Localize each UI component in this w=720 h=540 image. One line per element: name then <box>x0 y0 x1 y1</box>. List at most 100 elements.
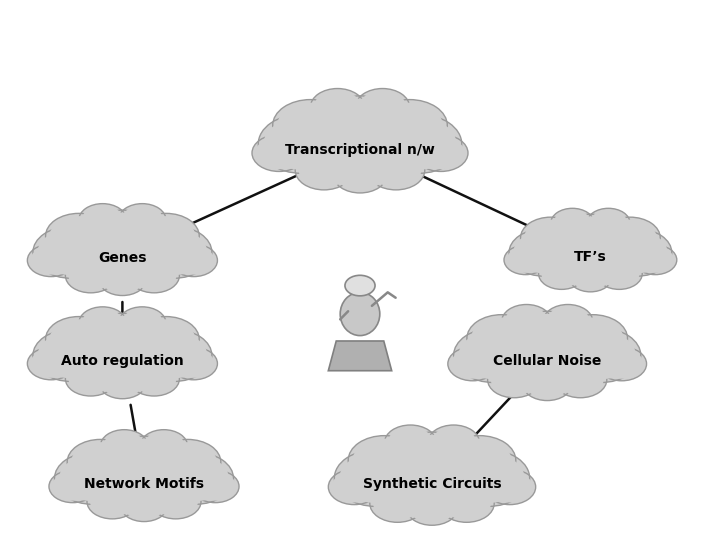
Circle shape <box>99 263 146 295</box>
Circle shape <box>122 490 166 520</box>
Circle shape <box>599 348 644 380</box>
Circle shape <box>52 472 94 501</box>
Circle shape <box>170 244 217 276</box>
Circle shape <box>487 362 541 398</box>
Circle shape <box>588 210 629 237</box>
Circle shape <box>541 259 582 288</box>
Circle shape <box>505 246 546 273</box>
Circle shape <box>450 348 495 380</box>
Circle shape <box>114 436 174 477</box>
Circle shape <box>418 137 465 169</box>
Circle shape <box>336 158 384 191</box>
Circle shape <box>330 99 390 140</box>
Circle shape <box>27 244 75 276</box>
Circle shape <box>129 258 179 293</box>
Circle shape <box>541 260 582 287</box>
Circle shape <box>603 220 657 256</box>
Circle shape <box>101 430 148 462</box>
Circle shape <box>600 349 644 379</box>
Circle shape <box>45 213 112 259</box>
Circle shape <box>117 438 171 475</box>
Circle shape <box>451 453 525 503</box>
Circle shape <box>408 491 456 524</box>
Circle shape <box>454 328 533 382</box>
Circle shape <box>598 259 640 288</box>
Circle shape <box>131 260 177 292</box>
Circle shape <box>96 213 149 249</box>
Circle shape <box>602 219 658 257</box>
Circle shape <box>103 431 145 460</box>
Circle shape <box>68 260 113 291</box>
Circle shape <box>634 245 677 275</box>
Circle shape <box>98 450 190 512</box>
Circle shape <box>299 153 349 187</box>
Text: TF’s: TF’s <box>574 251 607 265</box>
Circle shape <box>297 152 351 188</box>
Circle shape <box>416 136 466 170</box>
Circle shape <box>153 487 198 517</box>
Circle shape <box>81 206 124 234</box>
Circle shape <box>569 262 612 292</box>
Circle shape <box>448 347 498 381</box>
Circle shape <box>37 230 104 275</box>
Circle shape <box>95 315 150 353</box>
Circle shape <box>526 369 569 399</box>
Circle shape <box>338 452 414 504</box>
Circle shape <box>373 487 422 520</box>
Circle shape <box>431 427 477 458</box>
Circle shape <box>386 450 478 512</box>
Circle shape <box>104 454 184 509</box>
Circle shape <box>545 306 590 337</box>
Circle shape <box>567 217 614 249</box>
Circle shape <box>68 363 114 395</box>
Circle shape <box>524 220 577 256</box>
Circle shape <box>520 314 575 352</box>
Circle shape <box>523 367 572 401</box>
Circle shape <box>80 226 165 284</box>
Circle shape <box>403 435 461 474</box>
Circle shape <box>359 91 406 123</box>
Circle shape <box>312 90 362 124</box>
Circle shape <box>92 210 153 251</box>
Circle shape <box>565 215 616 250</box>
Circle shape <box>55 453 130 504</box>
Circle shape <box>81 205 125 235</box>
Circle shape <box>79 204 127 236</box>
Circle shape <box>30 349 73 379</box>
Circle shape <box>600 217 660 259</box>
Circle shape <box>36 332 106 379</box>
Circle shape <box>570 264 611 291</box>
Circle shape <box>328 98 392 141</box>
Circle shape <box>382 447 482 515</box>
Circle shape <box>603 229 672 276</box>
Circle shape <box>71 442 130 482</box>
Circle shape <box>58 455 127 502</box>
Polygon shape <box>328 341 392 371</box>
Circle shape <box>89 485 135 517</box>
Circle shape <box>50 216 108 256</box>
Circle shape <box>123 491 165 519</box>
Circle shape <box>118 204 166 236</box>
Circle shape <box>194 472 236 501</box>
Text: Connections: Connections <box>13 14 206 42</box>
Circle shape <box>252 134 306 171</box>
Circle shape <box>27 347 75 380</box>
Circle shape <box>30 349 72 378</box>
Circle shape <box>132 213 199 259</box>
Circle shape <box>339 453 413 503</box>
Circle shape <box>68 363 113 394</box>
Circle shape <box>524 368 570 399</box>
Circle shape <box>172 349 215 379</box>
Circle shape <box>607 232 667 273</box>
Circle shape <box>136 329 212 381</box>
Circle shape <box>505 307 549 336</box>
Circle shape <box>446 450 530 507</box>
Circle shape <box>551 208 594 238</box>
Circle shape <box>372 99 447 151</box>
Circle shape <box>471 318 532 359</box>
Circle shape <box>102 265 143 294</box>
Circle shape <box>387 427 433 458</box>
Circle shape <box>513 232 574 273</box>
Circle shape <box>310 89 364 125</box>
Circle shape <box>132 260 176 291</box>
